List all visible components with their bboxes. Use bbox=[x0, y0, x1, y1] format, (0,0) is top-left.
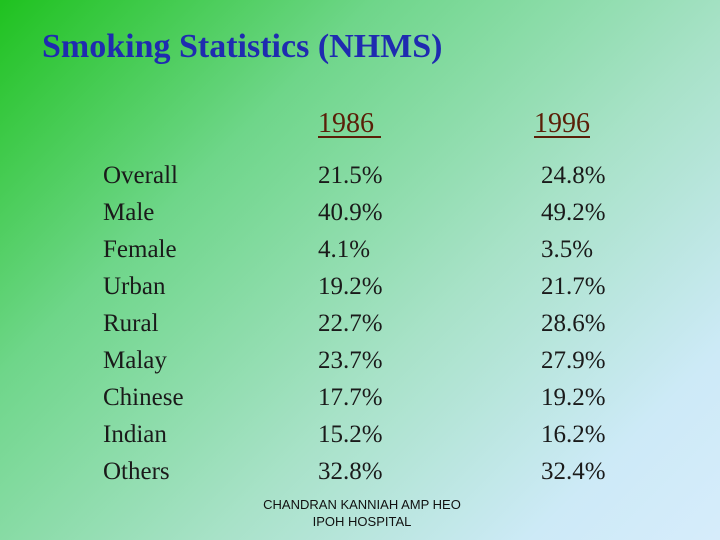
value-1996: 49.2% bbox=[541, 199, 606, 226]
value-1996: 28.6% bbox=[541, 310, 606, 337]
value-1996: 16.2% bbox=[541, 421, 606, 448]
row-label: Overall bbox=[103, 162, 178, 189]
row-label: Rural bbox=[103, 310, 159, 337]
value-1986: 15.2% bbox=[318, 421, 383, 448]
footer-line-2: IPOH HOSPITAL bbox=[312, 514, 412, 529]
value-1986: 21.5% bbox=[318, 162, 383, 189]
value-1996: 3.5% bbox=[541, 236, 594, 263]
footer-line-1: CHANDRAN KANNIAH AMP HEO bbox=[263, 497, 461, 512]
value-1986: 22.7% bbox=[318, 310, 383, 337]
value-1986: 32.8% bbox=[318, 458, 383, 485]
column-header-1996: 1996 bbox=[534, 108, 590, 139]
value-1996: 27.9% bbox=[541, 347, 606, 374]
row-label: Urban bbox=[103, 273, 166, 300]
row-label: Chinese bbox=[103, 384, 184, 411]
footer-credit: CHANDRAN KANNIAH AMP HEO IPOH HOSPITAL bbox=[252, 496, 472, 530]
column-header-1986: 1986 bbox=[318, 108, 381, 139]
value-1986: 40.9% bbox=[318, 199, 383, 226]
row-label: Female bbox=[103, 236, 177, 263]
row-label: Male bbox=[103, 199, 155, 226]
value-1986: 23.7% bbox=[318, 347, 383, 374]
row-label: Others bbox=[103, 458, 170, 485]
value-1986: 17.7% bbox=[318, 384, 383, 411]
value-1986: 19.2% bbox=[318, 273, 383, 300]
value-1996: 21.7% bbox=[541, 273, 606, 300]
slide-title: Smoking Statistics (NHMS) bbox=[42, 28, 443, 65]
value-1996: 19.2% bbox=[541, 384, 606, 411]
value-1996: 32.4% bbox=[541, 458, 606, 485]
value-1996: 24.8% bbox=[541, 162, 606, 189]
row-label: Malay bbox=[103, 347, 167, 374]
value-1986: 4.1% bbox=[318, 236, 371, 263]
row-label: Indian bbox=[103, 421, 167, 448]
